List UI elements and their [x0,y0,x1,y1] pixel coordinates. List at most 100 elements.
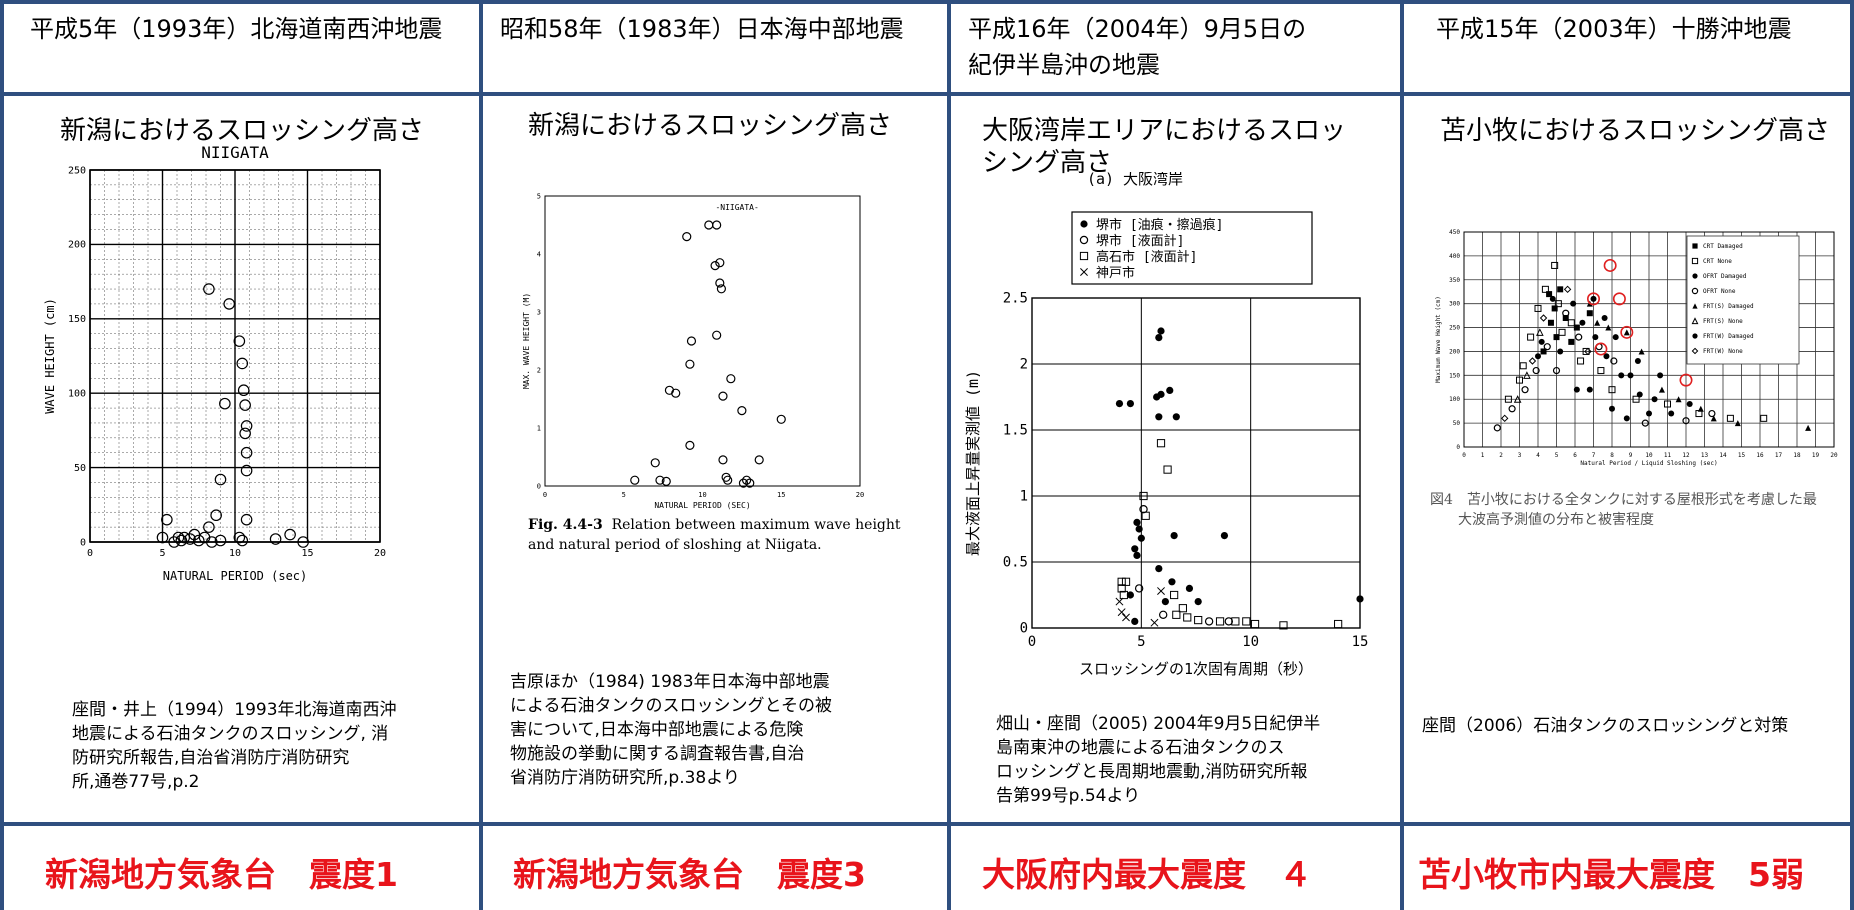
data-point [1543,343,1551,351]
data-point [1554,300,1562,308]
column-3-header-line2: 紀伊半島沖の地震 [968,51,1160,79]
x-tick-label: 20 [856,491,864,499]
data-point [1493,424,1501,432]
data-point [1117,577,1126,586]
top-border [0,0,1854,4]
data-point [1194,615,1203,625]
data-point [236,357,249,370]
x-tick-label: 5 [1137,634,1145,650]
y-tick-label: 100 [68,389,86,400]
data-point [1185,584,1194,592]
data-point [1567,319,1575,327]
data-point [1541,285,1549,293]
data-point [1519,362,1527,370]
column-1-reference: 座間・井上（1994）1993年北海道南西沖 地震による石油タンクのスロッシング… [72,700,397,792]
highlight-ring [1603,258,1617,272]
x-axis-label: Natural Period / Liquid Sloshing (sec) [1580,460,1717,467]
y-tick-label: 250 [68,165,86,176]
y-tick-label: 50 [74,463,86,474]
data-point [175,534,188,547]
data-point [1692,273,1698,279]
x-tick-label: 8 [1610,452,1614,459]
data-point [1646,410,1652,417]
legend-label: 堺市 [液面計] [1096,233,1184,249]
data-point [1133,518,1141,526]
y-tick-label: 4 [537,250,541,258]
data-point [1551,305,1558,312]
figure-caption-number: Fig. 4.4-3 [528,517,603,533]
data-point [219,397,231,410]
data-point [214,534,227,547]
plot-frame [89,169,381,543]
data-point [716,284,726,294]
data-point [237,384,250,397]
data-point [1157,587,1165,595]
x-tick-label: 17 [1775,452,1783,459]
data-point [671,388,681,398]
chart-tomakomai: 0 1 2 3 4 5 6 7 8 9 10 11 12 13 14 15 16 17 18 19 2005010015… [1435,229,1838,467]
data-point [1668,410,1675,417]
x-tick-label: 16 [1756,452,1764,459]
data-point [1708,409,1716,418]
right-border [1850,0,1854,910]
data-point [161,513,173,526]
x-tick-label: 1 [1481,452,1485,459]
x-tick-label: 11 [1664,452,1672,459]
column-1-header: 平成5年（1993年）北海道南西沖地震 [30,15,443,43]
data-point [1726,414,1734,422]
data-point [233,531,246,544]
data-point [1682,417,1690,425]
data-point [1121,577,1131,586]
data-point [1540,348,1547,355]
data-point [1538,338,1545,345]
data-point [650,458,660,468]
legend-box [1071,211,1313,285]
data-point [184,533,196,545]
plot-frame [544,195,861,487]
data-point [682,231,692,242]
y-tick-label: 50 [1453,420,1461,427]
data-point [1131,617,1139,625]
y-tick-label: 350 [1449,277,1460,284]
column-3-subtitle-line1: 大阪湾岸エリアにおけるスロッ [982,116,1347,146]
data-point [1579,319,1586,326]
column-2-subtitle: 新潟におけるスロッシング高さ [528,111,893,141]
y-tick-label: 0 [537,482,541,490]
data-point [1172,610,1181,619]
data-point [1528,357,1537,365]
column-1-subtitle: 新潟におけるスロッシング高さ [60,116,425,146]
data-point [1584,347,1592,356]
data-point [1141,511,1150,520]
data-point [240,420,253,432]
column-4-header: 平成15年（2003年）十勝沖地震 [1436,15,1792,43]
legend-label: FRT(S) Damaged [1703,303,1754,310]
x-tick-label: 7 [1592,452,1596,459]
figure-caption: Fig. 4.4-3 Relation between maximum wave… [528,515,908,555]
x-tick-label: 20 [1830,452,1838,459]
data-point [1168,578,1176,586]
data-point [738,478,749,488]
column-3-subtitle-line2: シング高さ [982,148,1113,178]
data-point [1692,333,1698,339]
data-point [1601,315,1608,321]
data-point [754,455,764,465]
chart-title: -NIIGATA- [715,203,758,212]
data-point [1250,619,1260,629]
data-point [1170,532,1178,540]
data-point [715,278,725,288]
legend-label: 高石市 [液面計] [1096,249,1197,265]
chart-niigata-1983: 0 5 10 15 20 0 1 2 3 4 5 -NIIGATA- NATURAL PERIOD (S… [522,192,864,510]
data-point [1805,424,1812,431]
data-point [1535,353,1541,360]
data-point [1686,401,1693,407]
x-tick-label: 10 [698,491,706,499]
data-point [203,283,215,295]
y-tick-label: 400 [1449,253,1460,260]
data-point [1692,303,1698,309]
chart-osaka-bay: 0 5 10 15 0 0.5 1 1.5 2 2.5 (a) 大阪湾岸スロッシングの1次固有周期（… [964,172,1368,678]
x-tick-label: 12 [1682,452,1690,459]
data-point [1657,372,1664,379]
data-point [1166,386,1174,394]
column-2-header: 昭和58年（1983年）日本海中部地震 [500,15,904,43]
data-point [1224,617,1233,626]
